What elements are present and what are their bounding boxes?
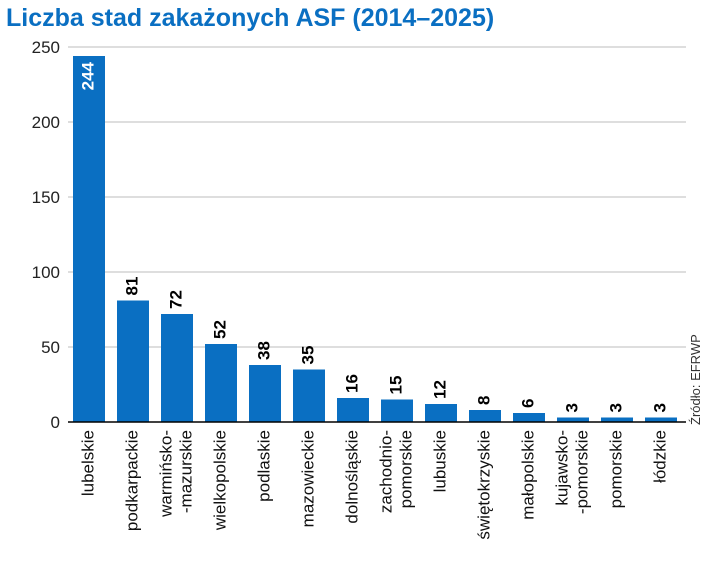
value-label: 244 (78, 61, 97, 90)
category-label: łódzkie (650, 430, 669, 483)
y-tick-label: 100 (32, 263, 60, 282)
value-label: 38 (254, 341, 273, 360)
bar (425, 404, 457, 422)
value-label: 72 (166, 290, 185, 309)
category-label: podlaskie (254, 430, 273, 502)
y-tick-label: 250 (32, 38, 60, 57)
bar (557, 417, 589, 422)
bar (337, 398, 369, 422)
category-label: -pomorskie (572, 430, 591, 514)
bar (161, 314, 193, 422)
bar (249, 365, 281, 422)
value-labels: 244 81 72 52 38 35 16 15 12 8 6 3 3 3 (78, 61, 669, 412)
value-label: 52 (210, 320, 229, 339)
category-label: podkarpackie (122, 430, 141, 531)
y-axis-ticks: 0 50 100 150 200 250 (32, 38, 60, 432)
bar (381, 399, 413, 422)
y-tick-label: 50 (41, 338, 60, 357)
category-label: dolnośląskie (342, 430, 361, 524)
value-label: 16 (342, 374, 361, 393)
value-label: 35 (298, 346, 317, 365)
category-label: mazowieckie (298, 430, 317, 527)
value-label: 8 (474, 396, 493, 405)
bar (513, 413, 545, 422)
value-label: 6 (518, 399, 537, 408)
bar (73, 56, 105, 422)
value-label: 81 (122, 277, 141, 296)
bar (205, 344, 237, 422)
value-label: 3 (650, 403, 669, 412)
y-tick-label: 150 (32, 188, 60, 207)
category-label: -mazurskie (176, 430, 195, 513)
category-label: kujawsko- (552, 430, 571, 506)
value-label: 15 (386, 376, 405, 395)
value-label: 3 (606, 403, 625, 412)
category-label: wielkopolskie (210, 430, 229, 531)
category-label: pomorskie (606, 430, 625, 508)
value-label: 3 (562, 403, 581, 412)
bar (293, 369, 325, 422)
category-label: lubelskie (78, 430, 97, 496)
bar (117, 300, 149, 422)
source-note: Źródło: EFRWP (688, 334, 703, 425)
y-tick-label: 0 (51, 413, 60, 432)
bars (73, 56, 677, 422)
category-label: pomorskie (396, 430, 415, 508)
y-tick-label: 200 (32, 113, 60, 132)
chart-title: Liczba stad zakażonych ASF (2014–2025) (6, 4, 495, 32)
category-label: małopolskie (518, 430, 537, 520)
bar (469, 410, 501, 422)
category-label: świętokrzyskie (474, 430, 493, 540)
bar (601, 417, 633, 422)
value-label: 12 (430, 380, 449, 399)
x-axis-labels: lubelskie podkarpackie warmińsko- -mazurski… (78, 430, 669, 540)
grid-lines (68, 46, 686, 348)
bar (645, 417, 677, 422)
category-label: zachodnio- (376, 430, 395, 513)
category-label: warmińsko- (156, 430, 175, 518)
category-label: lubuskie (430, 430, 449, 492)
